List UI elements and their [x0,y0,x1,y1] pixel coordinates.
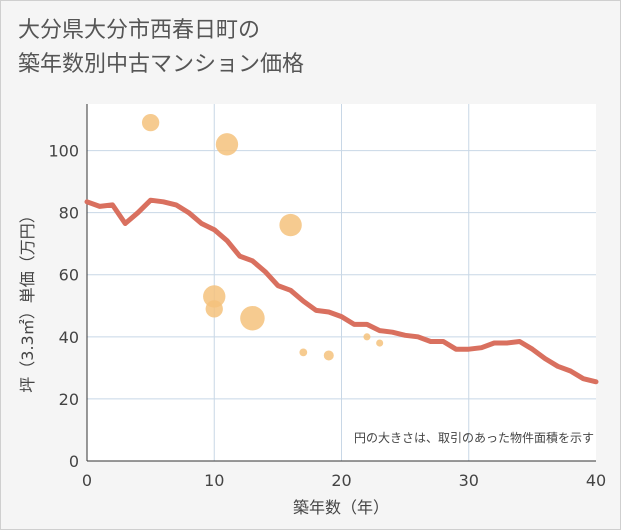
y-tick-label: 80 [59,204,79,223]
grid-lines [86,104,596,462]
bubble-point [299,348,308,357]
x-tick-label: 10 [204,471,224,490]
x-tick-label: 30 [459,471,479,490]
y-tick-label: 40 [59,328,79,347]
y-axis-label: 坪（3.3㎡）単価（万円） [18,207,37,392]
line-layer [84,197,599,385]
chart-title: 大分県大分市西春日町の 築年数別中古マンション価格 [18,14,304,82]
y-tick-label: 0 [69,452,79,471]
tick-labels: 0 20 40 60 80 100 0 10 20 30 40 [48,142,606,490]
bubble-point [376,339,384,347]
y-tick-label: 100 [48,142,79,161]
x-tick-label: 40 [586,471,606,490]
bubble-point [279,213,302,237]
bubble-point [205,300,223,318]
bubble-point [363,333,371,341]
bubble-point [215,133,239,156]
bubble-point [323,350,334,361]
y-tick-label: 20 [59,390,79,409]
y-tick-label: 60 [59,266,79,285]
bubble-point [203,285,226,308]
bubble-point [141,113,160,132]
x-tick-label: 0 [82,471,92,490]
chart-title-line-1: 大分県大分市西春日町の [18,18,261,43]
x-tick-label: 20 [331,471,351,490]
trend-line [84,197,599,385]
chart-title-line-2: 築年数別中古マンション価格 [18,52,305,77]
bubble-layer [141,113,384,361]
size-note: 円の大きさは、取引のあった物件面積を示す [354,430,594,445]
bubble-point [240,305,265,331]
x-axis-label: 築年数（年） [293,498,389,517]
